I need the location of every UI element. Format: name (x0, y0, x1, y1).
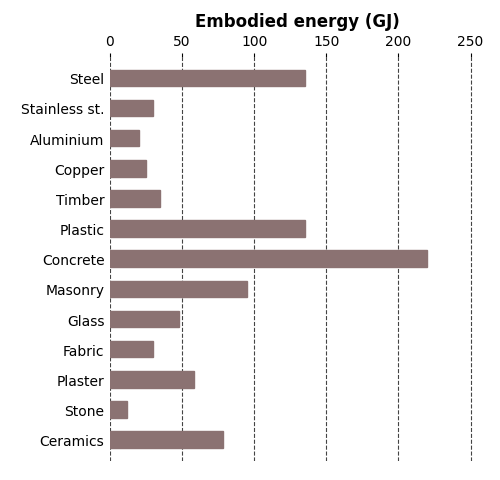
Bar (110, 100, 154, 117)
Bar (110, 432, 222, 448)
Bar (110, 341, 154, 358)
Bar (110, 161, 146, 177)
X-axis label: Embodied energy (GJ): Embodied energy (GJ) (195, 13, 400, 31)
Bar (110, 401, 128, 418)
Bar (110, 191, 160, 207)
Bar (110, 131, 139, 147)
Bar (110, 311, 179, 328)
Bar (110, 251, 428, 267)
Bar (110, 281, 247, 298)
Bar (110, 372, 194, 388)
Bar (110, 221, 304, 238)
Bar (110, 71, 304, 87)
